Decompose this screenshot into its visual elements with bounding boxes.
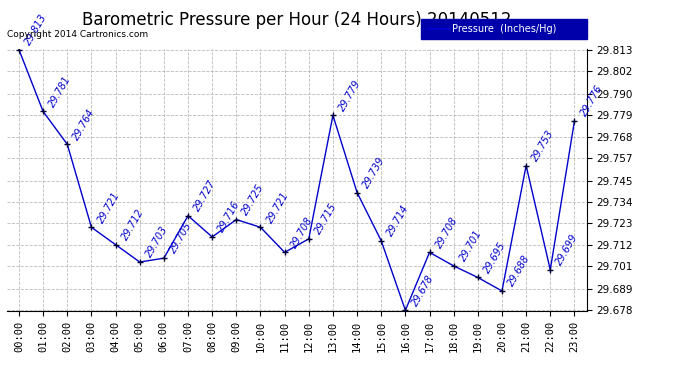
Text: 29.714: 29.714 [386, 203, 411, 238]
Text: 29.721: 29.721 [96, 190, 121, 225]
Text: 29.725: 29.725 [241, 182, 266, 217]
Text: 29.699: 29.699 [555, 232, 580, 267]
Text: 29.721: 29.721 [265, 190, 290, 225]
Text: 29.727: 29.727 [193, 178, 218, 213]
Text: 29.712: 29.712 [120, 207, 146, 242]
Text: 29.703: 29.703 [144, 225, 170, 259]
Text: 29.753: 29.753 [531, 128, 556, 163]
Text: Barometric Pressure per Hour (24 Hours) 20140512: Barometric Pressure per Hour (24 Hours) … [82, 11, 511, 29]
Text: 29.764: 29.764 [72, 107, 97, 141]
Text: 29.678: 29.678 [410, 273, 435, 308]
Text: 29.688: 29.688 [506, 254, 532, 288]
Text: 29.705: 29.705 [168, 220, 194, 255]
Text: 29.708: 29.708 [434, 215, 460, 250]
Text: 29.695: 29.695 [482, 240, 508, 275]
Text: 29.701: 29.701 [458, 228, 484, 263]
Text: 29.776: 29.776 [579, 84, 604, 118]
Text: 29.813: 29.813 [23, 12, 49, 47]
Text: 29.708: 29.708 [289, 215, 315, 250]
Text: 29.716: 29.716 [217, 200, 242, 234]
Text: 29.739: 29.739 [362, 155, 387, 190]
Text: 29.779: 29.779 [337, 78, 363, 112]
Text: Copyright 2014 Cartronics.com: Copyright 2014 Cartronics.com [7, 30, 148, 39]
Text: 29.715: 29.715 [313, 201, 339, 236]
Text: Pressure  (Inches/Hg): Pressure (Inches/Hg) [452, 24, 556, 34]
Text: 29.781: 29.781 [48, 74, 73, 109]
